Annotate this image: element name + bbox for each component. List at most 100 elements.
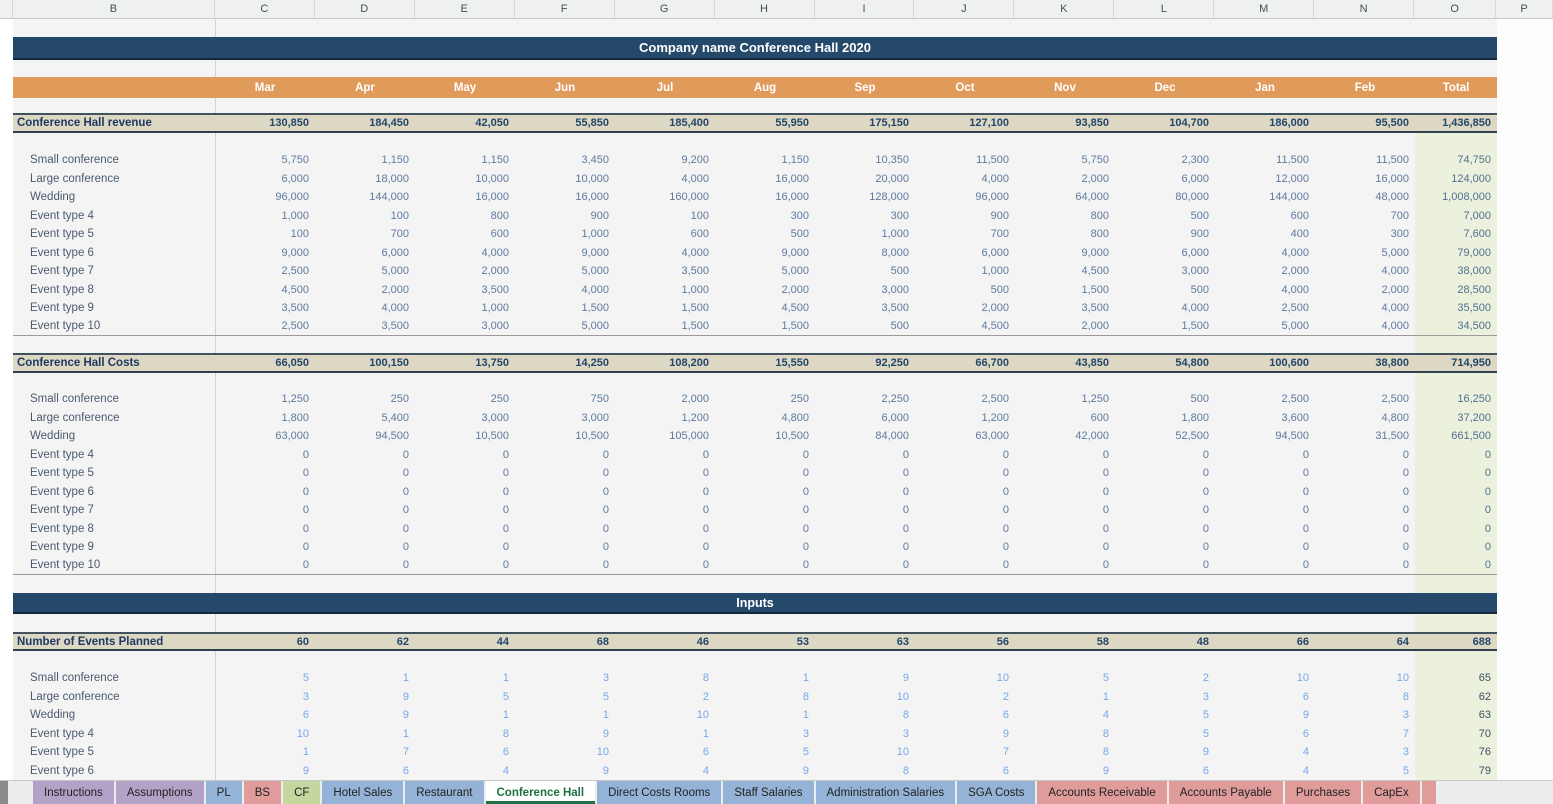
cell[interactable]: 0 [802, 467, 809, 480]
cell[interactable]: 0 [1102, 559, 1109, 572]
column-header-o[interactable]: O [1414, 0, 1497, 18]
cell[interactable]: 0 [1302, 541, 1309, 554]
cell[interactable]: 5 [1102, 672, 1109, 685]
cell[interactable]: 95,500 [1375, 117, 1409, 129]
cell[interactable]: 2,500 [981, 393, 1009, 406]
cell[interactable]: 4,000 [681, 246, 709, 259]
cell[interactable]: 800 [1090, 228, 1109, 241]
cell[interactable]: 10,500 [475, 430, 509, 443]
cell[interactable]: 0 [402, 541, 409, 554]
month-header-cell[interactable]: Sep [854, 81, 876, 94]
cell[interactable]: 1 [1102, 690, 1109, 703]
cell[interactable]: 3,000 [881, 283, 909, 296]
total-cell[interactable]: 661,500 [1451, 430, 1491, 443]
cell[interactable]: 800 [1090, 209, 1109, 222]
cell[interactable]: 1,500 [1181, 320, 1209, 333]
cell[interactable]: 800 [490, 209, 509, 222]
cell[interactable]: 10 [296, 727, 309, 740]
cell[interactable]: 1,500 [781, 320, 809, 333]
cell[interactable]: 0 [1302, 504, 1309, 517]
month-header-cell[interactable]: Jun [554, 81, 576, 94]
cell[interactable]: 94,500 [375, 430, 409, 443]
cell[interactable]: 144,000 [369, 191, 409, 204]
row-label[interactable]: Large conference [30, 172, 120, 185]
month-header-cell[interactable]: Apr [355, 81, 375, 94]
cell[interactable]: 900 [1190, 228, 1209, 241]
cell[interactable]: 5,000 [581, 320, 609, 333]
cell[interactable]: 80,000 [1175, 191, 1209, 204]
cell[interactable]: 0 [602, 485, 609, 498]
cell[interactable]: 9 [602, 764, 609, 777]
cell[interactable]: 5 [1202, 727, 1209, 740]
cell[interactable]: 3,500 [381, 320, 409, 333]
inputs-banner[interactable]: Inputs [13, 593, 1497, 614]
cell[interactable]: 1 [702, 727, 709, 740]
total-cell[interactable]: 0 [1484, 522, 1491, 535]
total-cell[interactable]: 65 [1478, 672, 1491, 685]
total-cell[interactable]: 124,000 [1451, 172, 1491, 185]
cell[interactable]: 0 [1202, 541, 1209, 554]
costs-section-label[interactable]: Conference Hall Costs [17, 357, 140, 369]
row-label[interactable]: Large conference [30, 690, 120, 703]
column-header-e[interactable]: E [415, 0, 515, 18]
cell[interactable]: 3,500 [281, 302, 309, 315]
cell[interactable]: 93,850 [1075, 117, 1109, 129]
cell[interactable]: 55,950 [775, 117, 809, 129]
cell[interactable]: 2,000 [1081, 320, 1109, 333]
cell[interactable]: 0 [1402, 485, 1409, 498]
cell[interactable]: 2,500 [1281, 302, 1309, 315]
cell[interactable]: 100 [390, 209, 409, 222]
cell[interactable]: 0 [1402, 541, 1409, 554]
cell[interactable]: 185,400 [669, 117, 709, 129]
cell[interactable]: 4,000 [1381, 302, 1409, 315]
cell[interactable]: 9,000 [281, 246, 309, 259]
cell[interactable]: 8 [902, 709, 909, 722]
cell[interactable]: 2 [1202, 672, 1209, 685]
cell[interactable]: 0 [1102, 485, 1109, 498]
sheet-tab-cutoff[interactable] [1421, 781, 1436, 804]
cell[interactable]: 38,800 [1375, 357, 1409, 369]
cell[interactable]: 3,500 [481, 283, 509, 296]
total-cell[interactable]: 37,200 [1457, 411, 1491, 424]
cell[interactable]: 0 [502, 541, 509, 554]
sheet-tab-accounts-payable[interactable]: Accounts Payable [1168, 781, 1283, 804]
cell[interactable]: 7 [1002, 746, 1009, 759]
cell[interactable]: 43,850 [1075, 357, 1109, 369]
cell[interactable]: 0 [1002, 559, 1009, 572]
cell[interactable]: 700 [1390, 209, 1409, 222]
cell[interactable]: 0 [402, 504, 409, 517]
cell[interactable]: 53 [796, 635, 809, 648]
cell[interactable]: 2,300 [1181, 154, 1209, 167]
cell[interactable]: 15,550 [775, 357, 809, 369]
cell[interactable]: 0 [902, 559, 909, 572]
cell[interactable]: 4,000 [1281, 283, 1309, 296]
cell[interactable]: 64,000 [1075, 191, 1109, 204]
total-cell[interactable]: 0 [1484, 504, 1491, 517]
cell[interactable]: 18,000 [375, 172, 409, 185]
cell[interactable]: 128,000 [869, 191, 909, 204]
column-header-b[interactable]: B [13, 0, 215, 18]
cell[interactable]: 2,000 [1381, 283, 1409, 296]
cell[interactable]: 10 [896, 690, 909, 703]
cell[interactable]: 0 [902, 504, 909, 517]
cell[interactable]: 5,400 [381, 411, 409, 424]
cell[interactable]: 4,000 [681, 172, 709, 185]
cell[interactable]: 1,800 [281, 411, 309, 424]
cell[interactable]: 100 [690, 209, 709, 222]
cell[interactable]: 96,000 [975, 191, 1009, 204]
row-label[interactable]: Event type 6 [30, 485, 94, 498]
cell[interactable]: 1 [802, 672, 809, 685]
column-header-c[interactable]: C [215, 0, 315, 18]
cell[interactable]: 0 [702, 485, 709, 498]
total-cell[interactable]: 79,000 [1457, 246, 1491, 259]
cell[interactable]: 9 [1102, 764, 1109, 777]
column-header-m[interactable]: M [1214, 0, 1315, 18]
cell[interactable]: 500 [790, 228, 809, 241]
cell[interactable]: 3,000 [581, 411, 609, 424]
column-header-l[interactable]: L [1114, 0, 1215, 18]
cell[interactable]: 0 [502, 559, 509, 572]
cell[interactable]: 0 [802, 541, 809, 554]
cell[interactable]: 500 [1190, 393, 1209, 406]
cell[interactable]: 10 [596, 746, 609, 759]
sheet-tab-pl[interactable]: PL [205, 781, 242, 804]
